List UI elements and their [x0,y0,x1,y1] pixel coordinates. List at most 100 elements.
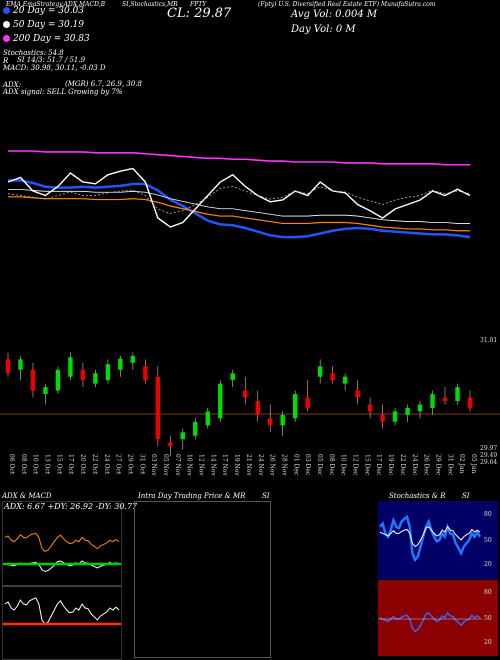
date-tick-label: 27 Oct [115,454,122,475]
date-tick-label: 02 Jan [458,454,465,474]
date-tick-label: 06 Oct [8,454,15,475]
candle-body [105,364,111,381]
date-tick-label: 10 Dec [340,454,347,476]
date-tick-label: 19 Nov [233,454,240,476]
date-tick-label: 28 Nov [280,454,287,476]
legend-stochastics: Stochastics: 54.8 [3,49,64,57]
candle-body [55,369,61,391]
candle-body [305,397,310,408]
date-tick-label: 17 Dec [375,454,382,476]
legend-20-day: 20 Day = 30.03 [3,6,163,20]
date-tick-label: 26 Nov [269,454,276,476]
legend-macd: MACD: 30.98, 30.11, -0.03 D [3,64,106,72]
date-tick-label: 05 Jan [470,454,477,474]
date-tick-label: 24 Oct [103,454,110,475]
intraday-si: SI [262,492,270,500]
stoch-panel: 80 50 20 [378,501,498,579]
date-tick-label: 08 Oct [20,454,27,475]
candle-body [355,390,360,398]
candle-body [317,366,323,377]
candle-body [155,376,161,440]
moving-averages [8,150,471,239]
symbol-label: FPTY [190,1,207,8]
candle-body [168,442,173,447]
si-chart: 80 50 20 [378,589,492,646]
candle-body [392,411,398,422]
date-tick-label: 24 Dec [411,454,418,476]
legend-20-day-label: 20 Day = 30.03 [13,6,85,16]
date-tick-label: 12 Dec [352,454,359,476]
si-line [379,611,481,633]
si-tick-20: 20 [484,639,492,646]
stochastics-overlay-line [7,167,471,228]
macd-line [4,597,120,625]
candle-body [405,407,410,415]
candle-body [143,366,148,381]
date-tick-label: 17 Oct [67,454,74,475]
legend-si-label: R [3,57,9,65]
date-tick-label: 14 Nov [209,454,216,476]
candle-body [5,359,11,374]
price-axis-label-1: 29.97 [480,445,497,452]
candle-body [380,414,385,422]
date-tick-label: 21 Nov [245,454,252,476]
price-axis-label-2: 29.49 [480,452,497,459]
date-tick-label: 01 Dec [292,454,299,476]
legend-50-day: 50 Day = 30.19 [3,20,163,34]
candle-body [180,432,186,440]
intraday-panel [134,501,271,658]
candle-body [280,414,285,426]
candle-body [442,397,448,401]
candle-body [417,404,423,412]
company-label: (Fpty) U.S. Diversified Real Estate ETF)… [258,1,436,8]
date-tick-label: 07 Nov [174,454,181,476]
date-tick-label: 10 Nov [186,454,193,476]
adx-minus-di-line [4,560,120,573]
candle-body [93,373,98,384]
adx-panel: ADX: 6.67 +DY: 26.92 -DY: 30.77 [2,501,137,660]
legend-200-day: 200 Day = 30.83 [3,34,163,48]
candle-body [218,383,223,419]
date-tick-label: 15 Dec [363,454,370,476]
legend-200-day-swatch [3,35,10,42]
stoch-chart: 80 50 20 [379,511,492,568]
date-axis: 06 Oct 08 Oct 10 Oct 13 Oct 15 Oct 17 Oct 20 O… [8,454,477,476]
stoch-panel-si: SI [462,492,470,500]
legend-adx-signal: ADX signal: SELL Growing by 7% [3,88,123,96]
legend-si: SI 14/3: 51.7 / 51.9 [17,56,86,64]
stoch-tick-80: 80 [484,511,492,518]
main-chart: 31.01 29.97 29.49 29.64 [0,150,500,466]
candle-body [243,390,248,398]
si-panel: 80 50 20 [378,580,498,656]
adx-readout: ADX: 6.67 +DY: 26.92 -DY: 30.77 [4,502,138,511]
date-tick-label: 08 Dec [328,454,335,476]
candle-body [342,376,348,384]
date-tick-label: 17 Nov [221,454,228,476]
candle-body [467,397,473,408]
candle-body [330,373,335,381]
candle-body [255,401,260,415]
date-tick-label: 26 Dec [423,454,430,476]
adx-chart [3,532,121,626]
legend-200-day-label: 200 Day = 30.83 [13,34,90,44]
candle-body [80,369,86,381]
price-axis-top: 31.01 [480,337,497,344]
candle-body [43,387,48,395]
date-tick-label: 29 Oct [126,454,133,475]
intraday-title: Intra Day Trading Price & MR [138,492,246,500]
price-axis-label-3: 29.64 [480,459,497,466]
candle-body [68,357,73,377]
close-label: CL: 29.87 [167,6,232,21]
indicators-title: EMA,EmaStrategy,ADX,MACD,B [6,1,105,8]
date-tick-label: 20 Oct [79,454,86,475]
stoch-d-line [379,525,481,548]
candle-body [230,373,235,381]
candle-body [118,358,123,370]
candle-body [430,394,435,408]
candle-body [130,355,136,363]
stoch-k-line [379,514,482,563]
legend-adx: ADX: [3,81,22,89]
candle-body [292,394,298,419]
date-tick-label: 05 Dec [316,454,323,476]
ema-strategy-line [8,196,470,232]
